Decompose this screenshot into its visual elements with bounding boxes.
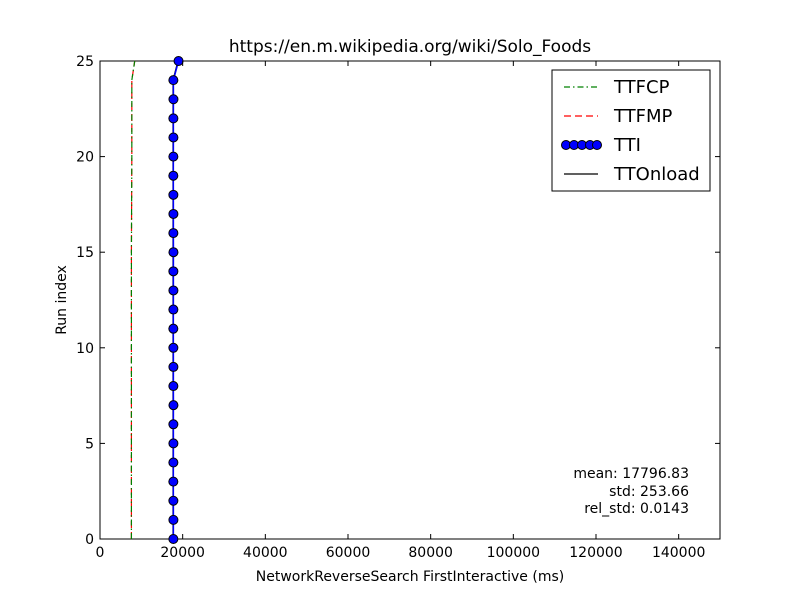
legend-entries: TTFCP TTFMP TTI TTOnload	[561, 77, 700, 185]
data-point-tti	[168, 457, 179, 468]
data-point-tti	[168, 208, 179, 219]
data-point-tti	[168, 438, 179, 449]
legend-box	[551, 69, 711, 192]
legend-entry-ttonload: TTOnload	[564, 164, 700, 185]
stat-rel-std: rel_std: 0.0143	[584, 501, 689, 517]
y-tick-label: 0	[85, 532, 94, 548]
legend-label-ttfmp: TTFMP	[613, 106, 673, 127]
data-point-tti	[168, 342, 179, 353]
stat-mean: mean: 17796.83	[573, 466, 689, 482]
legend-label-ttfcp: TTFCP	[613, 77, 670, 98]
data-point-tti	[168, 132, 179, 143]
data-point-tti	[168, 94, 179, 105]
chart-title: https://en.m.wikipedia.org/wiki/Solo_Foo…	[229, 37, 591, 57]
legend: TTFCP TTFMP TTI TTOnload	[551, 69, 711, 192]
x-tick-label: 40000	[243, 545, 288, 561]
stats-box: mean: 17796.83 std: 253.66 rel_std: 0.01…	[573, 466, 689, 517]
legend-entry-tti: TTI	[561, 135, 641, 156]
data-point-tti	[168, 170, 179, 181]
data-point-tti	[168, 189, 179, 200]
legend-label-ttonload: TTOnload	[613, 164, 700, 185]
y-tick-label: 5	[85, 436, 94, 452]
data-point-tti	[173, 56, 184, 66]
x-tick-label: 120000	[569, 545, 622, 561]
data-point-tti	[168, 304, 179, 315]
y-tick-label: 15	[76, 245, 94, 261]
data-point-tti	[168, 419, 179, 430]
ticks-layer: 0 20000 40000 60000 80000 100000 120000 140000 0…	[76, 54, 720, 561]
axes-frame	[99, 60, 721, 540]
data-point-tti	[168, 534, 179, 544]
x-tick-label: 80000	[408, 545, 453, 561]
legend-marker	[592, 140, 602, 150]
data-point-tti	[168, 113, 179, 124]
x-axis-label: NetworkReverseSearch FirstInteractive (m…	[256, 569, 564, 585]
data-point-tti	[168, 151, 179, 162]
data-point-tti	[168, 75, 179, 86]
data-point-tti	[168, 495, 179, 506]
data-point-tti	[168, 228, 179, 239]
data-point-tti	[168, 266, 179, 277]
legend-entry-ttfcp: TTFCP	[564, 77, 670, 98]
data-point-tti	[168, 285, 179, 296]
plot-area: 0 20000 40000 60000 80000 100000 120000 140000 0…	[76, 54, 721, 561]
x-tick-label: 20000	[160, 545, 205, 561]
data-point-tti	[168, 323, 179, 334]
data-point-tti	[168, 476, 179, 487]
x-tick-label: 100000	[487, 545, 540, 561]
data-point-tti	[168, 361, 179, 372]
series-layer	[130, 56, 184, 544]
x-tick-label: 140000	[652, 545, 705, 561]
data-point-tti	[168, 247, 179, 258]
stat-std: std: 253.66	[609, 484, 689, 500]
x-tick-label: 0	[96, 545, 105, 561]
data-point-tti	[168, 381, 179, 392]
y-axis-label: Run index	[54, 265, 70, 335]
y-tick-label: 25	[76, 54, 94, 70]
x-tick-label: 60000	[326, 545, 371, 561]
data-point-tti	[168, 514, 179, 525]
legend-entry-ttfmp: TTFMP	[564, 106, 673, 127]
legend-label-tti: TTI	[613, 135, 641, 156]
y-tick-label: 10	[76, 341, 94, 357]
data-point-tti	[168, 400, 179, 411]
y-tick-label: 20	[76, 150, 94, 166]
series-line-ttfcp	[130, 60, 136, 539]
